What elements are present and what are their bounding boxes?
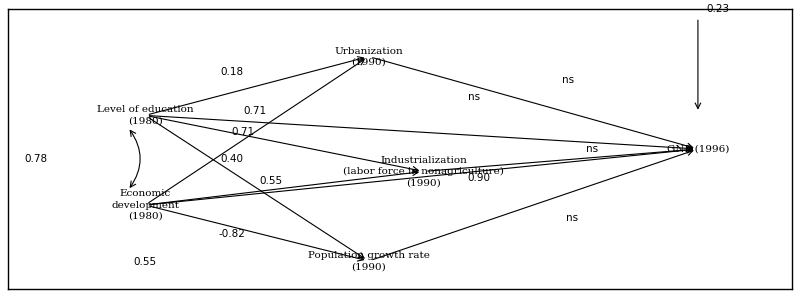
- Text: 0.23: 0.23: [706, 4, 729, 14]
- Text: ns: ns: [562, 75, 574, 85]
- Text: Economic
development
(1980): Economic development (1980): [111, 190, 179, 221]
- Text: 0.40: 0.40: [220, 154, 243, 164]
- Text: GNP (1996): GNP (1996): [666, 145, 729, 153]
- Text: ns: ns: [586, 144, 598, 154]
- Text: ns: ns: [566, 213, 578, 223]
- Text: 0.55: 0.55: [134, 257, 157, 267]
- Text: Urbanization
(1990): Urbanization (1990): [334, 46, 403, 67]
- Text: Population growth rate
(1990): Population growth rate (1990): [308, 251, 430, 271]
- Text: ns: ns: [469, 92, 481, 102]
- Text: 0.71: 0.71: [243, 106, 266, 116]
- Text: 0.55: 0.55: [259, 176, 282, 186]
- Text: 0.78: 0.78: [24, 154, 47, 164]
- Text: -0.82: -0.82: [218, 229, 245, 239]
- Text: 0.90: 0.90: [467, 173, 490, 183]
- Text: 0.18: 0.18: [220, 67, 243, 77]
- Text: Level of education
(1980): Level of education (1980): [97, 105, 194, 125]
- Text: 0.71: 0.71: [232, 127, 254, 137]
- Text: Industrialization
(labor force in nonagriculture)
(1990): Industrialization (labor force in nonagr…: [343, 156, 504, 187]
